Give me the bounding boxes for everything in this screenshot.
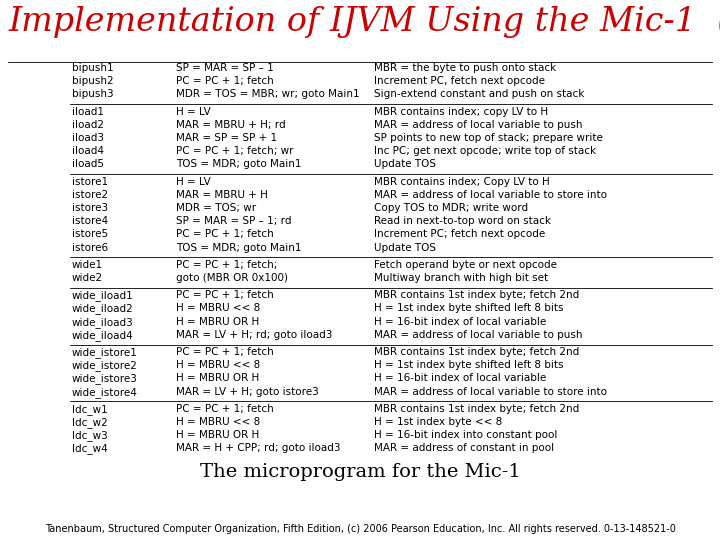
- Text: wide_istore1: wide_istore1: [72, 347, 138, 358]
- Text: Update TOS: Update TOS: [374, 242, 436, 253]
- Text: bipush3: bipush3: [72, 90, 114, 99]
- Text: PC = PC + 1; fetch: PC = PC + 1; fetch: [176, 404, 274, 414]
- Text: MAR = LV + H; rd; goto iload3: MAR = LV + H; rd; goto iload3: [176, 330, 333, 340]
- Text: MBR = the byte to push onto stack: MBR = the byte to push onto stack: [374, 63, 557, 73]
- Text: iload5: iload5: [72, 159, 104, 170]
- Text: MAR = LV + H; goto istore3: MAR = LV + H; goto istore3: [176, 387, 319, 396]
- Text: MAR = SP = SP + 1: MAR = SP = SP + 1: [176, 133, 277, 143]
- Text: Tanenbaum, Structured Computer Organization, Fifth Edition, (c) 2006 Pearson Edu: Tanenbaum, Structured Computer Organizat…: [45, 524, 675, 534]
- Text: goto (MBR OR 0x100): goto (MBR OR 0x100): [176, 273, 289, 283]
- Text: MBR contains 1st index byte; fetch 2nd: MBR contains 1st index byte; fetch 2nd: [374, 347, 580, 357]
- Text: istore1: istore1: [72, 177, 108, 187]
- Text: istore4: istore4: [72, 216, 108, 226]
- Text: istore2: istore2: [72, 190, 108, 200]
- Text: PC = PC + 1; fetch: PC = PC + 1; fetch: [176, 347, 274, 357]
- Text: wide_iload4: wide_iload4: [72, 330, 134, 341]
- Text: H = LV: H = LV: [176, 106, 211, 117]
- Text: iload4: iload4: [72, 146, 104, 156]
- Text: PC = PC + 1; fetch: PC = PC + 1; fetch: [176, 76, 274, 86]
- Text: Sign-extend constant and push on stack: Sign-extend constant and push on stack: [374, 90, 585, 99]
- Text: MAR = MBRU + H: MAR = MBRU + H: [176, 190, 269, 200]
- Text: Copy TOS to MDR; write word: Copy TOS to MDR; write word: [374, 203, 528, 213]
- Text: Multiway branch with high bit set: Multiway branch with high bit set: [374, 273, 549, 283]
- Text: MAR = address of local variable to push: MAR = address of local variable to push: [374, 330, 583, 340]
- Text: PC = PC + 1; fetch;: PC = PC + 1; fetch;: [176, 260, 278, 270]
- Text: SP = MAR = SP – 1; rd: SP = MAR = SP – 1; rd: [176, 216, 292, 226]
- Text: H = MBRU OR H: H = MBRU OR H: [176, 316, 260, 327]
- Text: istore6: istore6: [72, 242, 108, 253]
- Text: wide2: wide2: [72, 273, 103, 283]
- Text: PC = PC + 1; fetch: PC = PC + 1; fetch: [176, 230, 274, 239]
- Text: iload1: iload1: [72, 106, 104, 117]
- Text: ldc_w2: ldc_w2: [72, 417, 108, 428]
- Text: Read in next-to-top word on stack: Read in next-to-top word on stack: [374, 216, 552, 226]
- Text: SP = MAR = SP – 1: SP = MAR = SP – 1: [176, 63, 274, 73]
- Text: ldc_w1: ldc_w1: [72, 404, 108, 415]
- Text: wide_iload3: wide_iload3: [72, 316, 134, 327]
- Text: wide_istore3: wide_istore3: [72, 373, 138, 384]
- Text: istore3: istore3: [72, 203, 108, 213]
- Text: H = 16-bit index into constant pool: H = 16-bit index into constant pool: [374, 430, 558, 440]
- Text: Inc PC; get next opcode; write top of stack: Inc PC; get next opcode; write top of st…: [374, 146, 597, 156]
- Text: H = 1st index byte << 8: H = 1st index byte << 8: [374, 417, 503, 427]
- Text: H = MBRU << 8: H = MBRU << 8: [176, 417, 261, 427]
- Text: ldc_w4: ldc_w4: [72, 443, 108, 454]
- Text: Update TOS: Update TOS: [374, 159, 436, 170]
- Text: MBR contains 1st index byte; fetch 2nd: MBR contains 1st index byte; fetch 2nd: [374, 290, 580, 300]
- Text: bipush1: bipush1: [72, 63, 114, 73]
- Text: SP points to new top of stack; prepare write: SP points to new top of stack; prepare w…: [374, 133, 603, 143]
- Text: MBR contains index; Copy LV to H: MBR contains index; Copy LV to H: [374, 177, 550, 187]
- Text: iload3: iload3: [72, 133, 104, 143]
- Text: wide_istore2: wide_istore2: [72, 360, 138, 371]
- Text: Implementation of IJVM Using the Mic-1  (2): Implementation of IJVM Using the Mic-1 (…: [8, 5, 720, 38]
- Text: H = MBRU << 8: H = MBRU << 8: [176, 303, 261, 313]
- Text: H = 16-bit index of local variable: H = 16-bit index of local variable: [374, 373, 546, 383]
- Text: MAR = address of local variable to store into: MAR = address of local variable to store…: [374, 190, 608, 200]
- Text: wide_istore4: wide_istore4: [72, 387, 138, 397]
- Text: iload2: iload2: [72, 120, 104, 130]
- Text: TOS = MDR; goto Main1: TOS = MDR; goto Main1: [176, 159, 302, 170]
- Text: H = 16-bit index of local variable: H = 16-bit index of local variable: [374, 316, 546, 327]
- Text: MDR = TOS = MBR; wr; goto Main1: MDR = TOS = MBR; wr; goto Main1: [176, 90, 360, 99]
- Text: MDR = TOS; wr: MDR = TOS; wr: [176, 203, 256, 213]
- Text: bipush2: bipush2: [72, 76, 114, 86]
- Text: Increment PC; fetch next opcode: Increment PC; fetch next opcode: [374, 230, 546, 239]
- Text: istore5: istore5: [72, 230, 108, 239]
- Text: TOS = MDR; goto Main1: TOS = MDR; goto Main1: [176, 242, 302, 253]
- Text: H = MBRU OR H: H = MBRU OR H: [176, 430, 260, 440]
- Text: H = 1st index byte shifted left 8 bits: H = 1st index byte shifted left 8 bits: [374, 303, 564, 313]
- Text: H = LV: H = LV: [176, 177, 211, 187]
- Text: H = MBRU OR H: H = MBRU OR H: [176, 373, 260, 383]
- Text: ldc_w3: ldc_w3: [72, 430, 108, 441]
- Text: MAR = address of local variable to store into: MAR = address of local variable to store…: [374, 387, 608, 396]
- Text: PC = PC + 1; fetch: PC = PC + 1; fetch: [176, 290, 274, 300]
- Text: wide_iload2: wide_iload2: [72, 303, 134, 314]
- Text: wide_iload1: wide_iload1: [72, 290, 134, 301]
- Text: MAR = address of constant in pool: MAR = address of constant in pool: [374, 443, 554, 454]
- Text: MBR contains index; copy LV to H: MBR contains index; copy LV to H: [374, 106, 549, 117]
- Text: Fetch operand byte or next opcode: Fetch operand byte or next opcode: [374, 260, 557, 270]
- Text: H = 1st index byte shifted left 8 bits: H = 1st index byte shifted left 8 bits: [374, 360, 564, 370]
- Text: MAR = H + CPP; rd; goto iload3: MAR = H + CPP; rd; goto iload3: [176, 443, 341, 454]
- Text: MAR = MBRU + H; rd: MAR = MBRU + H; rd: [176, 120, 286, 130]
- Text: MBR contains 1st index byte; fetch 2nd: MBR contains 1st index byte; fetch 2nd: [374, 404, 580, 414]
- Text: The microprogram for the Mic-1: The microprogram for the Mic-1: [199, 463, 521, 481]
- Text: wide1: wide1: [72, 260, 103, 270]
- Text: H = MBRU << 8: H = MBRU << 8: [176, 360, 261, 370]
- Text: MAR = address of local variable to push: MAR = address of local variable to push: [374, 120, 583, 130]
- Text: PC = PC + 1; fetch; wr: PC = PC + 1; fetch; wr: [176, 146, 294, 156]
- Text: Increment PC, fetch next opcode: Increment PC, fetch next opcode: [374, 76, 546, 86]
